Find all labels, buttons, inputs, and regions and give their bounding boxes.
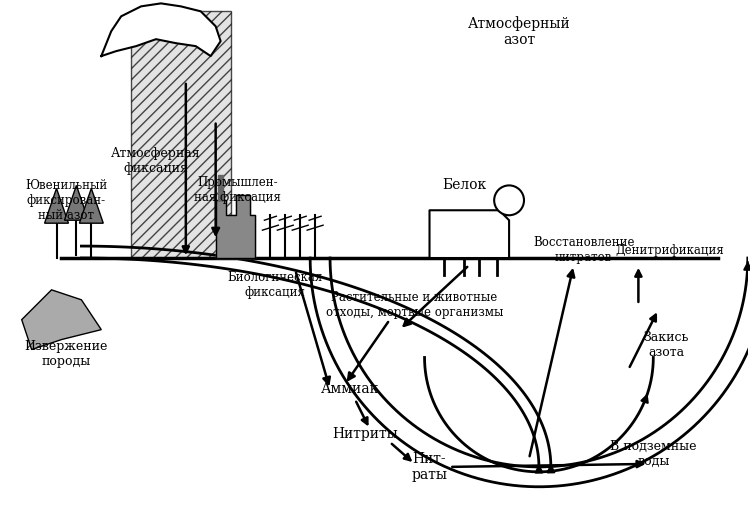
Text: Промышлен-
ная фиксация: Промышлен- ная фиксация <box>194 176 281 204</box>
Polygon shape <box>44 188 68 223</box>
Text: Ювенильный
фиксирован-
ный азот: Ювенильный фиксирован- ный азот <box>26 179 107 222</box>
Text: Нитриты: Нитриты <box>332 427 398 441</box>
Text: Аммиак: Аммиак <box>321 382 380 396</box>
Circle shape <box>494 186 524 215</box>
Text: Извержение
породы: Извержение породы <box>25 341 108 369</box>
Text: Атмосферный
азот: Атмосферный азот <box>468 16 571 47</box>
Polygon shape <box>22 290 101 349</box>
Text: Восстановление
нитратов: Восстановление нитратов <box>533 236 634 264</box>
Polygon shape <box>101 3 220 56</box>
Polygon shape <box>216 196 256 258</box>
Text: Закись
азота: Закись азота <box>644 331 689 359</box>
Polygon shape <box>131 11 230 258</box>
Text: Растительные и животные
отходы, мертвые организмы: Растительные и животные отходы, мертвые … <box>326 291 503 319</box>
Text: Нит-
раты: Нит- раты <box>412 452 448 482</box>
Text: В подземные
воды: В подземные воды <box>610 440 697 468</box>
Polygon shape <box>430 210 509 258</box>
Text: Атмосферная
фиксация: Атмосферная фиксация <box>111 147 201 175</box>
Text: Белок: Белок <box>442 178 487 192</box>
Text: Биологическая
фиксация: Биологическая фиксация <box>228 271 323 299</box>
Polygon shape <box>80 188 104 223</box>
Text: Денитрификация: Денитрификация <box>616 243 724 256</box>
Polygon shape <box>64 186 88 220</box>
Polygon shape <box>217 175 223 200</box>
